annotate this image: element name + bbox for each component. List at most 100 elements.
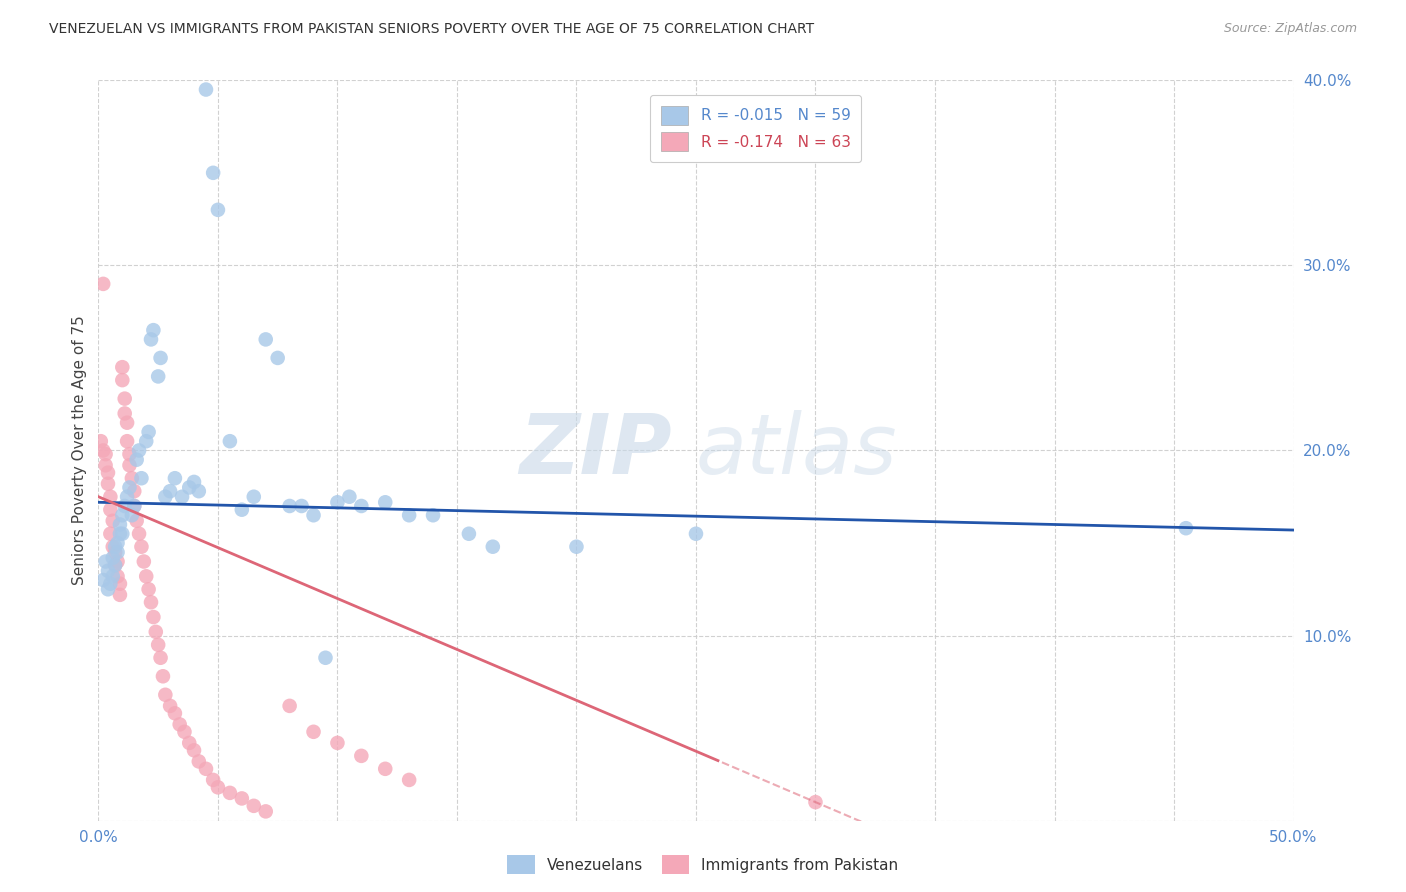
Point bbox=[94, 554, 117, 569]
Point bbox=[374, 762, 396, 776]
Point bbox=[172, 490, 194, 504]
Point bbox=[202, 772, 225, 787]
Point bbox=[278, 499, 301, 513]
Point bbox=[159, 484, 181, 499]
Point bbox=[339, 490, 361, 504]
Point bbox=[114, 407, 136, 421]
Point bbox=[326, 495, 349, 509]
Point bbox=[91, 443, 114, 458]
Point bbox=[315, 650, 337, 665]
Point bbox=[135, 569, 157, 583]
Point bbox=[231, 502, 253, 516]
Point bbox=[131, 471, 153, 485]
Point bbox=[108, 576, 131, 591]
Point bbox=[173, 724, 195, 739]
Point bbox=[219, 786, 242, 800]
Point bbox=[104, 558, 127, 573]
Point bbox=[195, 82, 218, 96]
Point bbox=[98, 526, 122, 541]
Point bbox=[107, 554, 129, 569]
Point bbox=[155, 490, 177, 504]
Point bbox=[125, 514, 148, 528]
Point bbox=[231, 791, 253, 805]
Point bbox=[118, 458, 141, 473]
Point bbox=[183, 475, 205, 489]
Point bbox=[118, 481, 141, 495]
Point bbox=[159, 698, 181, 713]
Point bbox=[398, 772, 420, 787]
Point bbox=[97, 466, 120, 480]
Point bbox=[148, 638, 170, 652]
Point bbox=[124, 499, 146, 513]
Point bbox=[155, 688, 177, 702]
Point bbox=[91, 573, 114, 587]
Point bbox=[138, 582, 160, 597]
Point bbox=[108, 588, 131, 602]
Point bbox=[111, 373, 134, 387]
Point bbox=[104, 558, 127, 573]
Point bbox=[97, 582, 120, 597]
Point bbox=[152, 669, 174, 683]
Point bbox=[101, 514, 124, 528]
Point bbox=[398, 508, 420, 523]
Point bbox=[98, 502, 122, 516]
Point bbox=[107, 536, 129, 550]
Point bbox=[98, 576, 122, 591]
Point bbox=[115, 490, 138, 504]
Legend: R = -0.015   N = 59, R = -0.174   N = 63: R = -0.015 N = 59, R = -0.174 N = 63 bbox=[650, 95, 862, 161]
Point bbox=[148, 369, 170, 384]
Point bbox=[243, 798, 266, 813]
Point bbox=[111, 526, 134, 541]
Point bbox=[422, 508, 444, 523]
Point bbox=[149, 650, 172, 665]
Point bbox=[115, 434, 138, 449]
Point bbox=[101, 540, 124, 554]
Point bbox=[326, 736, 349, 750]
Point bbox=[111, 360, 134, 375]
Point bbox=[94, 458, 117, 473]
Point bbox=[565, 540, 588, 554]
Point bbox=[128, 443, 150, 458]
Point bbox=[128, 526, 150, 541]
Point bbox=[131, 540, 153, 554]
Point bbox=[302, 724, 325, 739]
Point bbox=[278, 698, 301, 713]
Point bbox=[118, 447, 141, 461]
Point bbox=[207, 780, 229, 795]
Point bbox=[97, 476, 120, 491]
Point bbox=[179, 736, 201, 750]
Point bbox=[169, 717, 191, 731]
Point bbox=[91, 277, 114, 291]
Point bbox=[267, 351, 290, 365]
Point bbox=[139, 595, 162, 609]
Point bbox=[98, 490, 122, 504]
Text: VENEZUELAN VS IMMIGRANTS FROM PAKISTAN SENIORS POVERTY OVER THE AGE OF 75 CORREL: VENEZUELAN VS IMMIGRANTS FROM PAKISTAN S… bbox=[49, 22, 814, 37]
Point bbox=[114, 499, 136, 513]
Y-axis label: Seniors Poverty Over the Age of 75: Seniors Poverty Over the Age of 75 bbox=[72, 316, 87, 585]
Point bbox=[163, 706, 186, 721]
Point bbox=[1175, 521, 1198, 535]
Point bbox=[111, 508, 134, 523]
Point bbox=[124, 484, 146, 499]
Text: atlas: atlas bbox=[696, 410, 897, 491]
Point bbox=[254, 805, 277, 819]
Point bbox=[458, 526, 481, 541]
Point bbox=[207, 202, 229, 217]
Point bbox=[187, 484, 209, 499]
Point bbox=[183, 743, 205, 757]
Point bbox=[142, 610, 165, 624]
Point bbox=[114, 392, 136, 406]
Point bbox=[94, 447, 117, 461]
Point bbox=[291, 499, 314, 513]
Point bbox=[254, 332, 277, 346]
Point bbox=[135, 434, 157, 449]
Point bbox=[187, 755, 209, 769]
Point bbox=[481, 540, 505, 554]
Point bbox=[121, 471, 143, 485]
Point bbox=[132, 554, 155, 569]
Point bbox=[97, 564, 120, 578]
Point bbox=[115, 416, 138, 430]
Legend: Venezuelans, Immigrants from Pakistan: Venezuelans, Immigrants from Pakistan bbox=[502, 849, 904, 880]
Point bbox=[350, 499, 373, 513]
Point bbox=[125, 452, 148, 467]
